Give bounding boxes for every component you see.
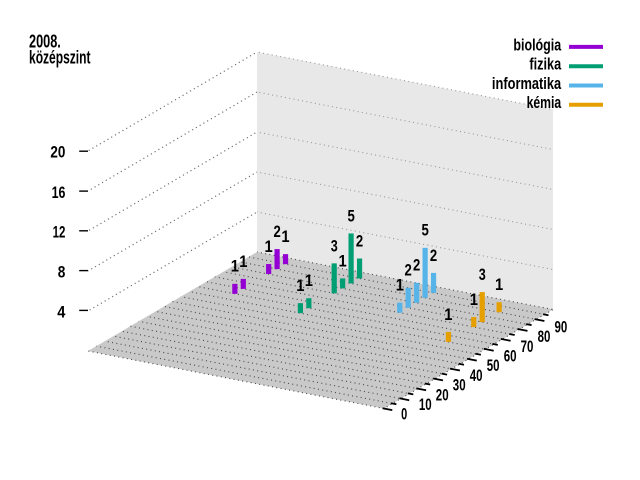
svg-text:5: 5 — [347, 207, 354, 225]
svg-text:2: 2 — [430, 247, 437, 265]
svg-text:1: 1 — [296, 277, 304, 295]
svg-text:1: 1 — [495, 276, 503, 294]
svg-text:fizika: fizika — [529, 56, 562, 74]
svg-text:8: 8 — [58, 263, 66, 282]
svg-text:2008.: 2008. — [29, 31, 61, 51]
svg-text:1: 1 — [281, 228, 289, 246]
svg-text:1: 1 — [444, 306, 452, 324]
svg-text:kémia: kémia — [527, 94, 562, 112]
svg-text:1: 1 — [265, 238, 273, 256]
svg-text:5: 5 — [421, 222, 428, 240]
svg-text:40: 40 — [470, 367, 483, 385]
svg-text:1: 1 — [470, 291, 478, 309]
svg-text:informatika: informatika — [492, 75, 562, 93]
svg-text:30: 30 — [453, 377, 466, 395]
svg-text:60: 60 — [504, 348, 517, 366]
svg-text:80: 80 — [538, 328, 551, 346]
svg-text:1: 1 — [231, 258, 239, 276]
svg-text:középszint: középszint — [29, 48, 91, 68]
svg-text:2: 2 — [405, 262, 412, 280]
svg-text:20: 20 — [50, 143, 65, 162]
svg-text:1: 1 — [239, 253, 247, 271]
svg-text:1: 1 — [339, 252, 347, 270]
svg-text:4: 4 — [57, 302, 66, 321]
svg-text:3: 3 — [479, 266, 486, 284]
svg-text:1: 1 — [305, 272, 313, 290]
svg-text:2: 2 — [273, 223, 280, 241]
svg-text:20: 20 — [436, 386, 449, 404]
svg-text:50: 50 — [487, 357, 500, 375]
svg-text:12: 12 — [53, 223, 66, 242]
svg-text:16: 16 — [52, 183, 66, 202]
svg-text:90: 90 — [555, 318, 568, 336]
svg-text:1: 1 — [396, 277, 404, 295]
svg-text:0: 0 — [401, 406, 407, 424]
svg-text:3: 3 — [331, 237, 338, 255]
svg-text:biológia: biológia — [513, 36, 562, 54]
svg-text:2: 2 — [413, 257, 420, 275]
svg-text:2: 2 — [356, 232, 363, 250]
svg-text:10: 10 — [419, 396, 432, 414]
svg-text:70: 70 — [521, 338, 534, 356]
